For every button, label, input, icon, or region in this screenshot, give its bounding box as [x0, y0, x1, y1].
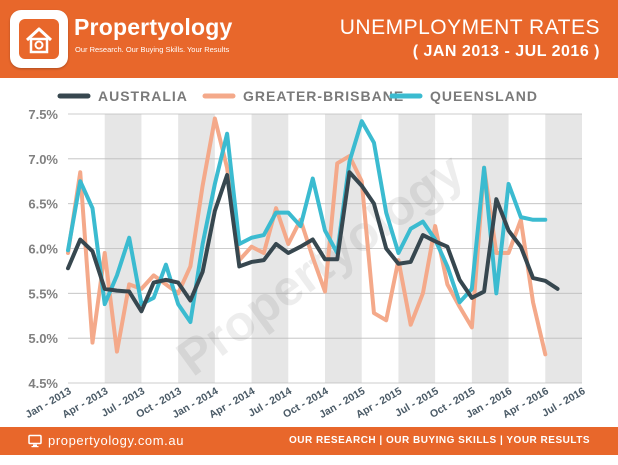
- chart-lines: [66, 116, 560, 357]
- logo-badge[interactable]: [10, 10, 68, 68]
- chart-subtitle: ( JAN 2013 - JUL 2016 ): [412, 43, 600, 60]
- y-tick-label: 4.5%: [28, 376, 58, 391]
- unemployment-chart: Propertyology 4.5%5.0%5.5%6.0%6.5%7.0%7.…: [24, 88, 588, 421]
- legend-label: AUSTRALIA: [98, 88, 188, 104]
- legend-label: QUEENSLAND: [430, 88, 538, 104]
- y-tick-label: 5.0%: [28, 331, 58, 346]
- footer-banner: propertyology.com.au OUR RESEARCH | OUR …: [0, 427, 618, 455]
- y-tick-label: 7.5%: [28, 107, 58, 122]
- header-banner: Propertyology Our Research. Our Buying S…: [0, 0, 618, 78]
- chart-legend: AUSTRALIA GREATER-BRISBANE QUEENSLAND: [57, 88, 538, 104]
- series-line-greater-brisbane: [66, 116, 548, 357]
- logo-house-icon: [19, 19, 59, 59]
- series-line-australia: [66, 170, 560, 314]
- legend-label: GREATER-BRISBANE: [243, 88, 404, 104]
- y-tick-label: 6.0%: [28, 242, 58, 257]
- y-tick-label: 7.0%: [28, 152, 58, 167]
- brand-name: Propertyology: [74, 14, 233, 40]
- brand-tagline: Our Research. Our Buying Skills. Your Re…: [75, 45, 230, 54]
- footer-tagline: OUR RESEARCH | OUR BUYING SKILLS | YOUR …: [289, 435, 590, 446]
- y-tick-label: 6.5%: [28, 197, 58, 212]
- y-tick-label: 5.5%: [28, 286, 58, 301]
- chart-title: UNEMPLOYMENT RATES: [339, 16, 600, 39]
- footer-url[interactable]: propertyology.com.au: [48, 433, 185, 448]
- monitor-icon: [28, 434, 42, 448]
- y-axis-ticks: 4.5% 5.0% 5.5% 6.0% 6.5% 7.0% 7.5%: [28, 107, 58, 391]
